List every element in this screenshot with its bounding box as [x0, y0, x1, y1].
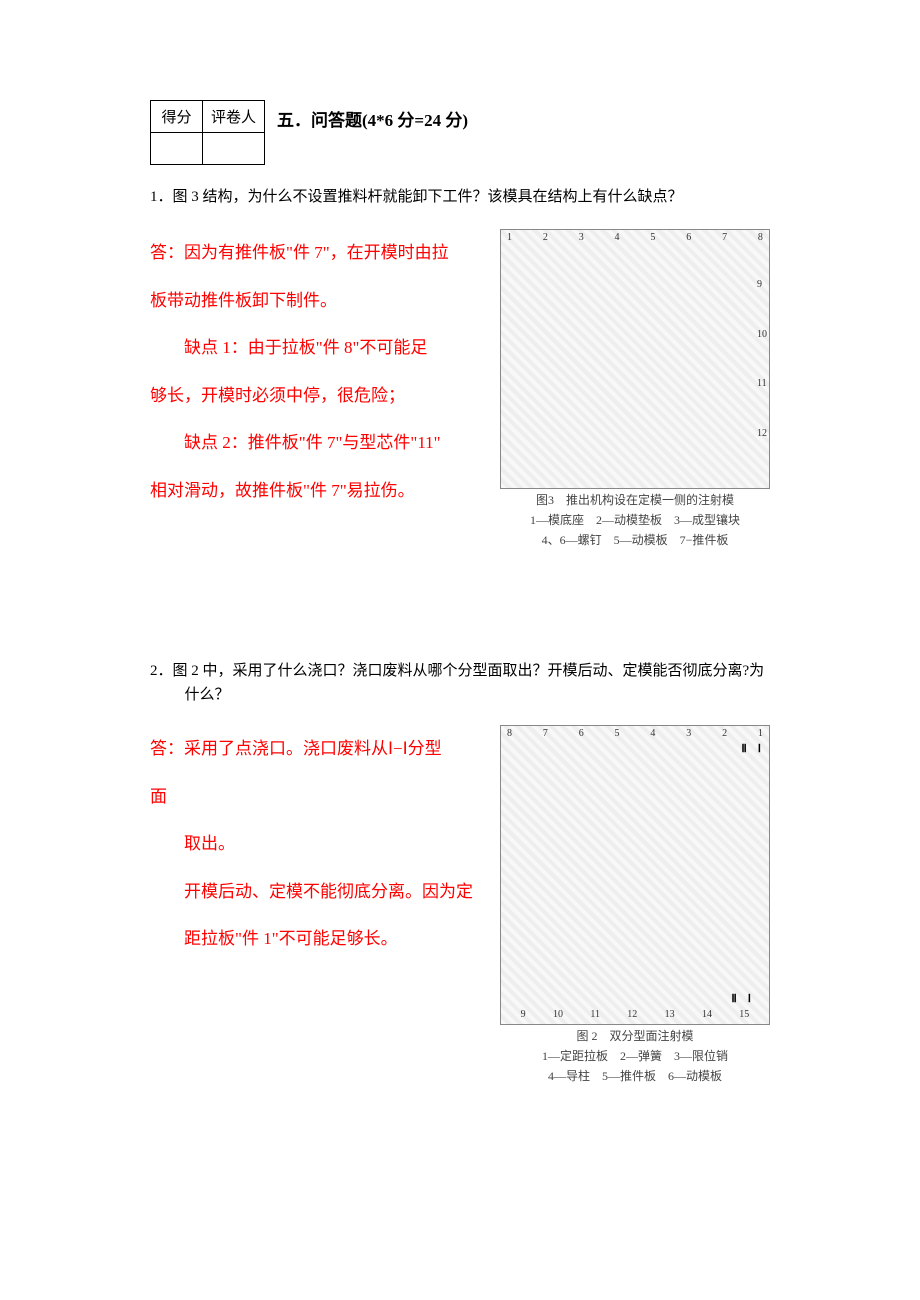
- diagram-label: 1: [507, 232, 512, 243]
- diagram-label: 9: [521, 1009, 526, 1020]
- diagram-label: 10: [757, 329, 767, 340]
- diagram-2-image: 8 7 6 5 4 3 2 1 Ⅱ Ⅰ 9 10 11 12 13 14 15 …: [500, 725, 770, 1025]
- diagram-label: 11: [757, 378, 767, 389]
- answer-line: 开模后动、定模不能彻底分离。因为定: [150, 868, 480, 916]
- answer-2-zone: 答：采用了点浇口。浇口废料从Ⅰ−Ⅰ分型 面 取出。 开模后动、定模不能彻底分离。…: [150, 725, 480, 963]
- answer-line: 相对滑动，故推件板"件 7"易拉伤。: [150, 467, 480, 515]
- score-header-cell: 得分: [151, 101, 203, 133]
- answer-line: 板带动推件板卸下制件。: [150, 277, 480, 325]
- score-grader-table: 得分 评卷人: [150, 100, 265, 165]
- diagram-label: 9: [757, 279, 767, 290]
- diagram-label: 12: [627, 1009, 637, 1020]
- answer-line: 距拉板"件 1"不可能足够长。: [150, 915, 480, 963]
- diagram-1-caption-sub1: 1—模底座 2—动模垫板 3—成型镶块: [500, 511, 770, 529]
- diagram-label: 8: [507, 728, 512, 739]
- answer-1-zone: 答：因为有推件板"件 7"，在开模时由拉 板带动推件板卸下制件。 缺点 1：由于…: [150, 229, 480, 515]
- section-title: 五．问答题(4*6 分=24 分): [277, 100, 468, 131]
- question-1-block: 1．图 3 结构，为什么不设置推料杆就能卸下工件？该模具在结构上有什么缺点？ 1…: [150, 185, 770, 549]
- diagram-label: 6: [686, 232, 691, 243]
- diagram-1-side-labels: 9 10 11 12: [757, 260, 767, 458]
- diagram-label: 7: [543, 728, 548, 739]
- diagram-2-caption-title: 图 2 双分型面注射模: [500, 1027, 770, 1045]
- diagram-label: 2: [543, 232, 548, 243]
- diagram-2-box: 8 7 6 5 4 3 2 1 Ⅱ Ⅰ 9 10 11 12 13 14 15 …: [500, 725, 770, 1085]
- diagram-label: 12: [757, 428, 767, 439]
- diagram-2-top-marks: Ⅱ Ⅰ: [741, 740, 761, 756]
- answer-line: 缺点 2：推件板"件 7"与型芯件"11": [150, 419, 480, 467]
- diagram-1-image: 1 2 3 4 5 6 7 8 9 10 11 12: [500, 229, 770, 489]
- diagram-label: 2: [722, 728, 727, 739]
- answer-line: 取出。: [150, 820, 480, 868]
- diagram-label: 5: [650, 232, 655, 243]
- question-2-block: 2．图 2 中，采用了什么浇口？浇口废料从哪个分型面取出？开模后动、定模能否彻底…: [150, 659, 770, 1085]
- diagram-label: 3: [579, 232, 584, 243]
- diagram-label: 6: [579, 728, 584, 739]
- diagram-2-top-labels: 8 7 6 5 4 3 2 1: [507, 728, 763, 739]
- score-value-cell: [151, 133, 203, 165]
- answer-line: 够长，开模时必须中停，很危险；: [150, 372, 480, 420]
- answer-line: 面: [150, 773, 480, 821]
- answer-line: 缺点 1：由于拉板"件 8"不可能足: [150, 324, 480, 372]
- diagram-2-bottom-marks: Ⅱ Ⅰ: [731, 990, 751, 1006]
- diagram-label: 5: [615, 728, 620, 739]
- diagram-label: 14: [702, 1009, 712, 1020]
- diagram-label: 13: [665, 1009, 675, 1020]
- grader-header-cell: 评卷人: [203, 101, 265, 133]
- diagram-label: 10: [553, 1009, 563, 1020]
- diagram-label: 4: [615, 232, 620, 243]
- section-header: 得分 评卷人 五．问答题(4*6 分=24 分): [150, 100, 770, 165]
- diagram-label: 3: [686, 728, 691, 739]
- question-1-text: 1．图 3 结构，为什么不设置推料杆就能卸下工件？该模具在结构上有什么缺点？: [150, 185, 770, 209]
- question-2-text: 2．图 2 中，采用了什么浇口？浇口废料从哪个分型面取出？开模后动、定模能否彻底…: [150, 659, 770, 707]
- grader-value-cell: [203, 133, 265, 165]
- diagram-1-caption-sub2: 4、6—螺钉 5—动模板 7−推件板: [500, 531, 770, 549]
- diagram-label: 15: [739, 1009, 749, 1020]
- diagram-1-top-labels: 1 2 3 4 5 6 7 8: [507, 232, 763, 243]
- diagram-label: 1: [758, 728, 763, 739]
- diagram-label: 4: [650, 728, 655, 739]
- diagram-1-caption-title: 图3 推出机构设在定模一侧的注射模: [500, 491, 770, 509]
- diagram-label: 8: [758, 232, 763, 243]
- diagram-label: 11: [590, 1009, 600, 1020]
- diagram-2-caption-sub2: 4—导柱 5—推件板 6—动模板: [500, 1067, 770, 1085]
- answer-line: 答：采用了点浇口。浇口废料从Ⅰ−Ⅰ分型: [150, 725, 480, 773]
- diagram-1-box: 1 2 3 4 5 6 7 8 9 10 11 12 图3 推出机构设在定模一侧…: [500, 229, 770, 549]
- diagram-label: 7: [722, 232, 727, 243]
- answer-line: 答：因为有推件板"件 7"，在开模时由拉: [150, 229, 480, 277]
- diagram-2-caption-sub1: 1—定距拉板 2—弹簧 3—限位销: [500, 1047, 770, 1065]
- diagram-2-bottom-labels: 9 10 11 12 13 14 15: [507, 1009, 763, 1020]
